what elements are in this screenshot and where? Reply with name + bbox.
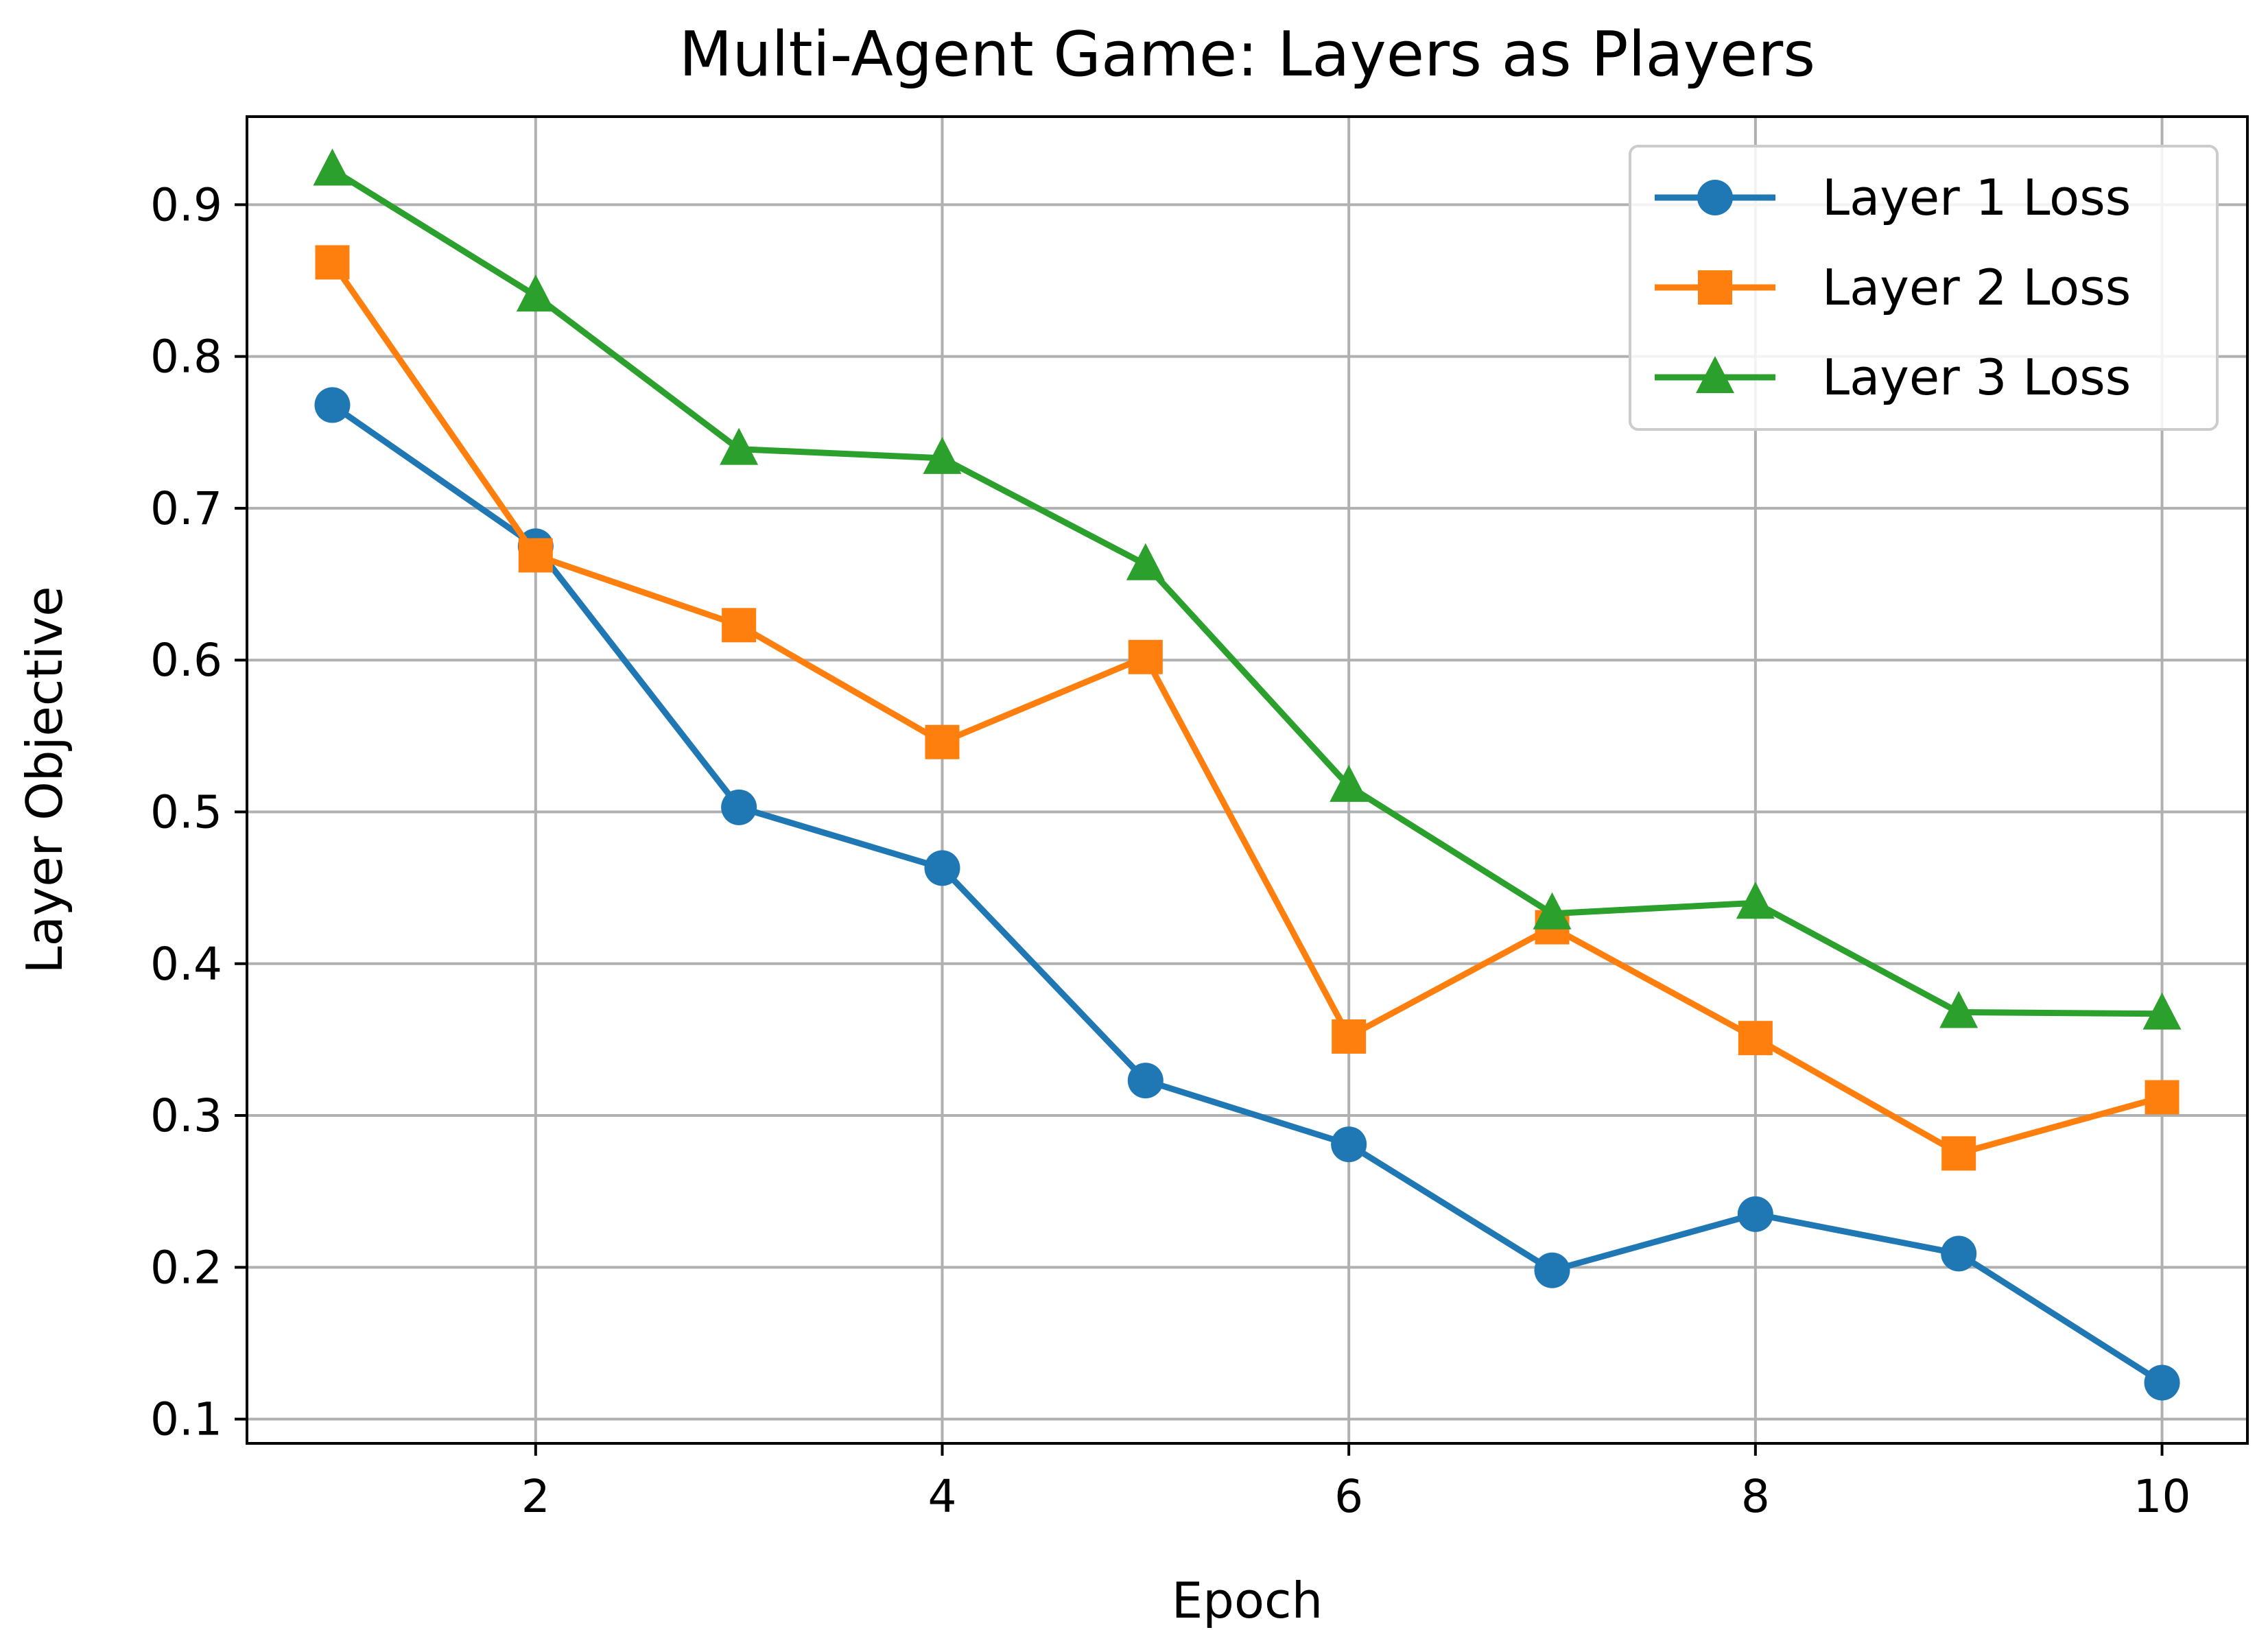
legend-label: Layer 1 Loss (1822, 169, 2131, 226)
data-point (721, 789, 757, 825)
y-tick-label: 0.2 (150, 1241, 222, 1294)
data-point (2142, 992, 2182, 1030)
data-point (1127, 1063, 1163, 1099)
series-line (329, 260, 2163, 1157)
x-tick-label: 10 (2134, 1470, 2191, 1523)
y-tick-label: 0.1 (150, 1393, 222, 1446)
data-point (518, 538, 553, 573)
data-point (925, 724, 960, 759)
legend-item: Layer 1 Loss (1655, 169, 2131, 226)
data-point (1736, 882, 1775, 919)
data-point (1330, 764, 1369, 802)
data-point (516, 274, 555, 312)
legend-label: Layer 2 Loss (1822, 259, 2131, 316)
series-layer (313, 148, 2182, 1401)
plot-frame (246, 115, 2249, 1445)
data-point (1737, 1196, 1773, 1232)
data-point (722, 608, 757, 643)
data-point (1126, 543, 1165, 580)
legend-marker (1698, 270, 1732, 305)
x-tick-label: 8 (1741, 1470, 1770, 1523)
legend-item: Layer 3 Loss (1655, 348, 2131, 406)
series-line (330, 402, 2164, 1386)
series-1 (314, 387, 2180, 1401)
data-point (923, 436, 962, 474)
x-tick-label: 2 (521, 1470, 550, 1523)
data-point (1534, 1252, 1570, 1288)
chart-title: Multi-Agent Game: Layers as Players (679, 19, 1815, 91)
y-tick-label: 0.5 (150, 785, 222, 838)
data-point (2144, 1364, 2180, 1401)
series-3 (313, 148, 2182, 1030)
legend-marker (1697, 180, 1733, 215)
y-axis: 0.1 0.2 0.3 0.4 0.5 0.6 0.7 0.8 0.9 (150, 178, 247, 1446)
series-2 (315, 245, 2180, 1171)
legend-label: Layer 3 Loss (1822, 348, 2131, 406)
y-axis-label: Layer Objective (16, 586, 73, 973)
y-tick-label: 0.3 (150, 1089, 222, 1142)
data-point (313, 148, 352, 186)
legend-marker (1696, 356, 1734, 393)
data-point (1941, 1136, 1976, 1171)
y-tick-label: 0.6 (150, 634, 222, 687)
data-point (924, 850, 960, 886)
data-point (1332, 1019, 1367, 1054)
data-point (1941, 1236, 1977, 1272)
legend-box (1629, 145, 2219, 431)
data-point (1939, 991, 1978, 1028)
data-point (720, 427, 759, 465)
data-point (2145, 1080, 2180, 1115)
x-axis: 2 4 6 8 10 (521, 1443, 2191, 1523)
data-point (315, 245, 350, 280)
data-point (1128, 639, 1163, 674)
data-point (1331, 1126, 1367, 1163)
series-line (331, 167, 2162, 1017)
data-point (1533, 892, 1572, 930)
y-tick-label: 0.7 (150, 482, 222, 535)
data-point (1738, 1021, 1773, 1056)
y-tick-label: 0.4 (150, 938, 222, 991)
legend: Layer 1 Loss Layer 2 Loss Layer 3 Loss (1629, 145, 2219, 431)
y-tick-label: 0.9 (150, 178, 222, 231)
data-point (314, 387, 351, 423)
legend-item: Layer 2 Loss (1655, 259, 2131, 316)
x-axis-label: Epoch (1172, 1572, 1323, 1629)
y-tick-label: 0.8 (150, 331, 222, 383)
x-tick-label: 6 (1334, 1470, 1363, 1523)
x-tick-label: 4 (928, 1470, 956, 1523)
